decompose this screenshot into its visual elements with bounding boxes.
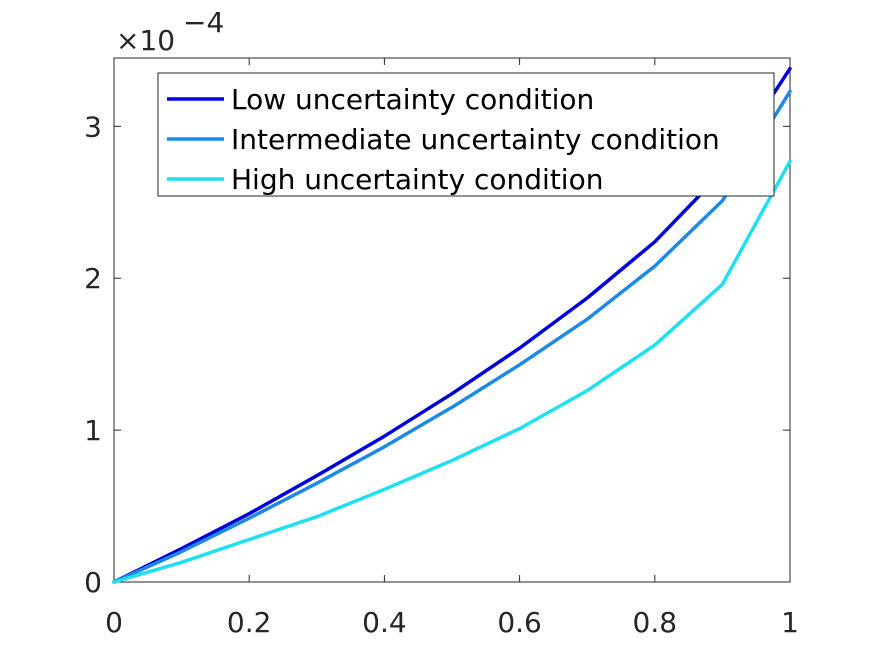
series-lines xyxy=(112,66,792,584)
legend-label: Intermediate uncertainty condition xyxy=(231,123,720,156)
y-tick-label: 3 xyxy=(84,110,102,143)
x-tick-label: 0.8 xyxy=(633,606,678,639)
axis-ticks xyxy=(113,58,791,583)
legend-box xyxy=(157,72,775,197)
x-tick-label: 0.4 xyxy=(362,606,407,639)
x-tick-label: 0 xyxy=(105,606,123,639)
series-line-3 xyxy=(112,159,792,584)
y-exponent-multiplier: ×10 xyxy=(116,24,175,57)
series-line-2 xyxy=(112,89,792,584)
y-tick-labels: 0 1 2 3 xyxy=(84,110,102,599)
series-line-1 xyxy=(112,66,792,584)
y-tick-label: 0 xyxy=(84,566,102,599)
x-tick-labels: 0 0.2 0.4 0.6 0.8 1 xyxy=(105,606,799,639)
y-tick-label: 2 xyxy=(84,262,102,295)
y-exponent-power: −4 xyxy=(183,6,224,39)
x-tick-label: 0.6 xyxy=(497,606,542,639)
x-tick-label: 1 xyxy=(781,606,799,639)
legend-label: High uncertainty condition xyxy=(231,163,603,196)
x-tick-label: 0.2 xyxy=(227,606,272,639)
legend-label: Low uncertainty condition xyxy=(231,83,594,116)
y-tick-label: 1 xyxy=(84,414,102,447)
legend: Low uncertainty condition Intermediate un… xyxy=(157,72,775,197)
